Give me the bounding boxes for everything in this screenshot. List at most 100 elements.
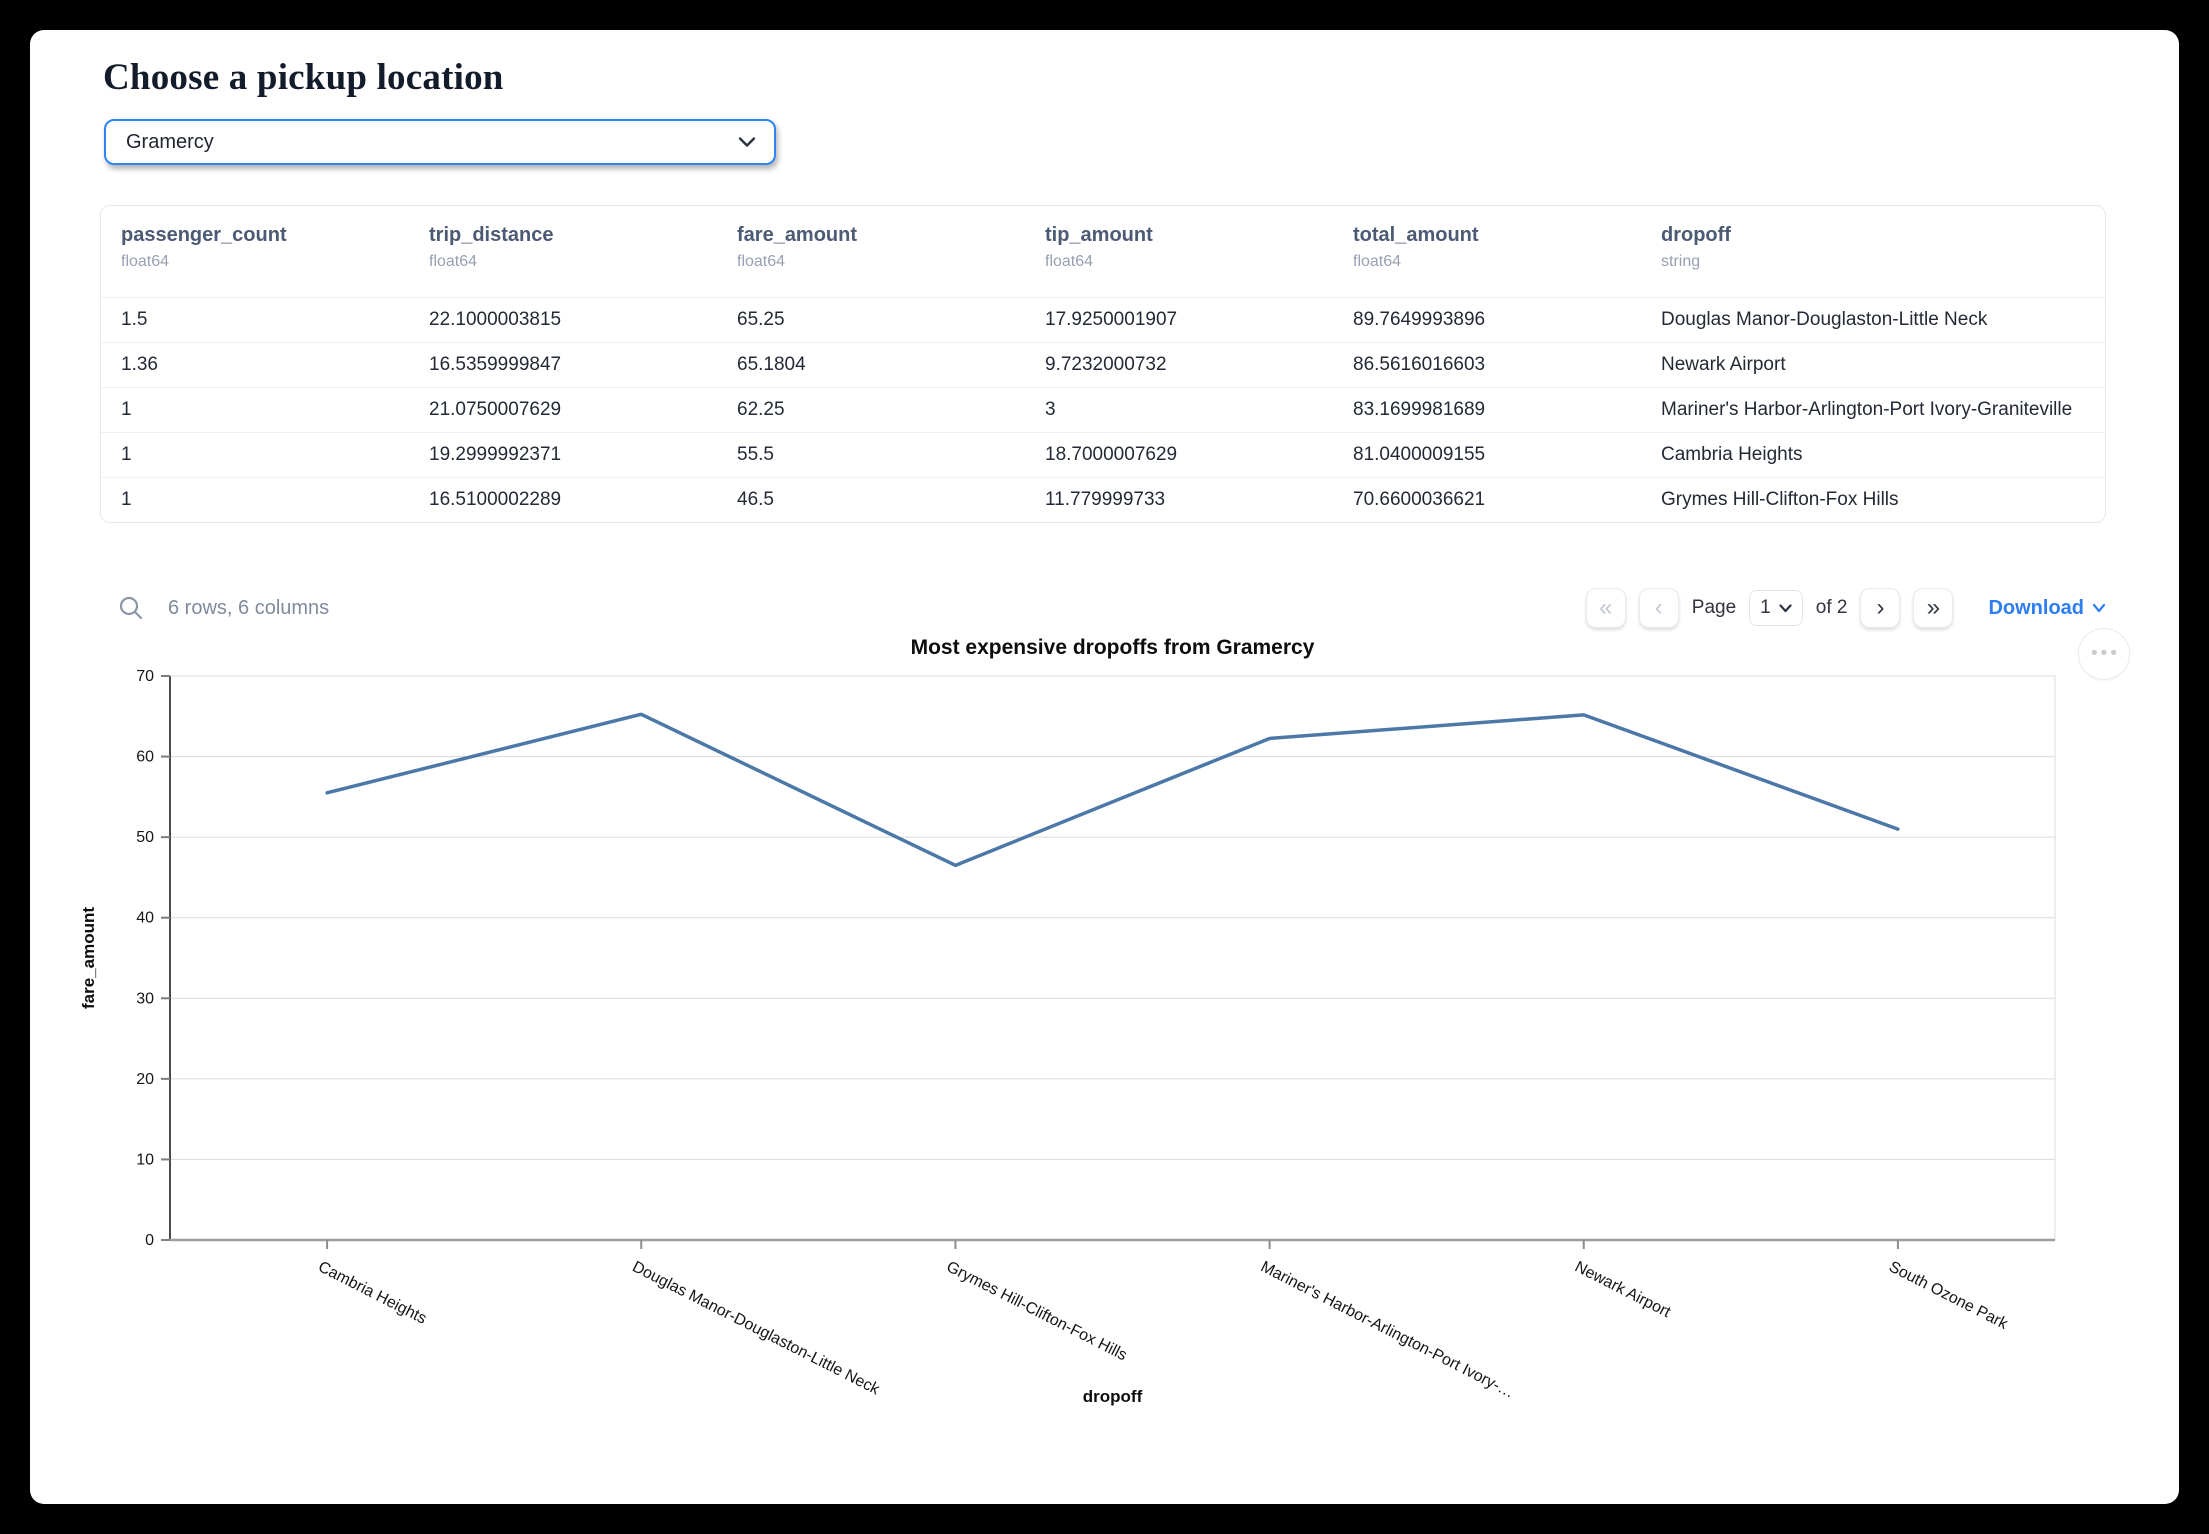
y-axis-title: fare_amount: [79, 907, 98, 1009]
column-type: float64: [737, 253, 786, 270]
table-cell: 81.0400009155: [1353, 444, 1486, 465]
column-header[interactable]: trip_distance float64: [409, 206, 717, 298]
prev-page-button[interactable]: ‹: [1638, 588, 1679, 628]
y-tick-label: 10: [136, 1151, 154, 1168]
table-row[interactable]: 1 21.0750007629 62.25 3 83.1699981689 Mariner…: [101, 387, 2105, 433]
table-row[interactable]: 1.5 22.1000003815 65.25 17.9250001907 89.764…: [101, 297, 2105, 343]
y-tick-label: 70: [136, 668, 154, 685]
y-tick-label: 60: [136, 749, 154, 766]
table-cell: 21.0750007629: [429, 399, 562, 420]
table-cell: 55.5: [737, 444, 774, 465]
column-name: total_amount: [1353, 224, 1479, 246]
column-name: tip_amount: [1045, 224, 1153, 246]
column-header[interactable]: dropoff string: [1641, 206, 2105, 298]
x-tick-label: Newark Airport: [1572, 1258, 1674, 1321]
table-cell: 1: [121, 489, 132, 510]
next-page-button[interactable]: ›: [1860, 588, 1901, 628]
more-options-icon: •••: [2091, 643, 2120, 664]
column-header[interactable]: fare_amount float64: [717, 206, 1025, 298]
x-tick-label: Cambria Heights: [315, 1258, 429, 1327]
table-cell: Newark Airport: [1661, 354, 1786, 375]
table-toolbar: 6 rows, 6 columns « ‹ Page 1 of 2 › » Do…: [100, 581, 2106, 635]
table-cell: 17.9250001907: [1045, 309, 1178, 330]
x-tick-label: South Ozone Park: [1886, 1258, 2011, 1333]
prev-page-icon: ‹: [1654, 594, 1663, 621]
chart-svg: Most expensive dropoffs from Gramercy 0 10…: [79, 636, 2056, 1406]
column-name: dropoff: [1661, 224, 1731, 246]
column-header[interactable]: total_amount float64: [1333, 206, 1641, 298]
table-cell: 16.5100002289: [429, 489, 562, 510]
first-page-icon: «: [1599, 594, 1613, 621]
table-cell: 46.5: [737, 489, 774, 510]
pickup-location-select[interactable]: Gramercy: [104, 119, 776, 165]
column-name: passenger_count: [121, 224, 287, 246]
table-cell: Grymes Hill-Clifton-Fox Hills: [1661, 489, 1899, 510]
table-cell: 65.25: [737, 309, 785, 330]
table-row[interactable]: 1 16.5100002289 46.5 11.779999733 70.6600036…: [101, 477, 2105, 523]
last-page-icon: »: [1926, 594, 1941, 621]
table-cell: 65.1804: [737, 354, 806, 375]
first-page-button[interactable]: «: [1585, 588, 1626, 628]
app-card: Choose a pickup location Gramercy passen…: [30, 30, 2179, 1504]
table-cell: 16.5359999847: [429, 354, 562, 375]
search-icon[interactable]: [118, 595, 144, 621]
row-summary: 6 rows, 6 columns: [168, 596, 330, 619]
table-cell: Mariner's Harbor-Arlington-Port Ivory-Gr…: [1661, 399, 2073, 420]
chevron-down-icon: [1779, 603, 1792, 613]
table-cell: 3: [1045, 399, 1056, 420]
table-cell: 19.2999992371: [429, 444, 562, 465]
fare-chart: Most expensive dropoffs from Gramercy 0 10…: [70, 620, 2150, 1492]
page-count-label: of 2: [1815, 597, 1848, 618]
chart-more-options-button[interactable]: •••: [2078, 628, 2130, 680]
table-cell: 9.7232000732: [1045, 354, 1167, 375]
table-cell: Douglas Manor-Douglaston-Little Neck: [1661, 309, 1988, 330]
pickup-location-value: Gramercy: [126, 130, 214, 153]
table-cell: Cambria Heights: [1661, 444, 1803, 465]
table-cell: 62.25: [737, 399, 785, 420]
line-series: [325, 712, 1900, 868]
next-page-icon: ›: [1876, 594, 1885, 621]
last-page-button[interactable]: »: [1913, 588, 1954, 628]
chevron-down-icon: [738, 136, 756, 148]
table-row[interactable]: 1.36 16.5359999847 65.1804 9.7232000732 86.5…: [101, 342, 2105, 388]
column-type: string: [1661, 253, 1701, 270]
column-header[interactable]: passenger_count float64: [101, 206, 409, 298]
column-type: float64: [1045, 253, 1094, 270]
y-tick-label: 40: [136, 910, 154, 927]
table-cell: 11.779999733: [1045, 489, 1166, 510]
column-name: trip_distance: [429, 224, 554, 246]
x-tick-label: Mariner's Harbor-Arlington-Port Ivory-…: [1258, 1258, 1517, 1401]
column-type: float64: [121, 253, 170, 270]
page-number-value: 1: [1760, 597, 1771, 618]
x-tick-label: Douglas Manor-Douglaston-Little Neck: [629, 1258, 882, 1398]
table-cell: 70.6600036621: [1353, 489, 1486, 510]
x-tick-label: Grymes Hill-Clifton-Fox Hills: [944, 1258, 1130, 1364]
page-label: Page: [1691, 597, 1737, 618]
y-tick-label: 30: [136, 990, 154, 1007]
table-cell: 89.7649993896: [1353, 309, 1486, 330]
table-cell: 1: [121, 399, 132, 420]
table-cell: 18.7000007629: [1045, 444, 1178, 465]
table-cell: 22.1000003815: [429, 309, 562, 330]
chevron-down-icon: [2092, 603, 2106, 613]
chart-title: Most expensive dropoffs from Gramercy: [911, 636, 1315, 659]
page-number-select[interactable]: 1: [1749, 590, 1803, 626]
x-axis-title: dropoff: [1083, 1387, 1143, 1406]
y-tick-label: 20: [136, 1071, 154, 1088]
column-type: float64: [1353, 253, 1402, 270]
download-button[interactable]: Download: [1988, 597, 2106, 620]
table-row[interactable]: 1 19.2999992371 55.5 18.7000007629 81.040000…: [101, 432, 2105, 478]
table-cell: 83.1699981689: [1353, 399, 1486, 420]
y-tick-label: 0: [145, 1232, 154, 1249]
column-type: float64: [429, 253, 478, 270]
column-name: fare_amount: [737, 224, 858, 246]
table-cell: 1: [121, 444, 132, 465]
table-cell: 1.5: [121, 309, 148, 330]
table-cell: 1.36: [121, 354, 158, 375]
y-tick-label: 50: [136, 829, 154, 846]
column-header[interactable]: tip_amount float64: [1025, 206, 1333, 298]
table-cell: 86.5616016603: [1353, 354, 1486, 375]
page-title: Choose a pickup location: [103, 57, 504, 98]
